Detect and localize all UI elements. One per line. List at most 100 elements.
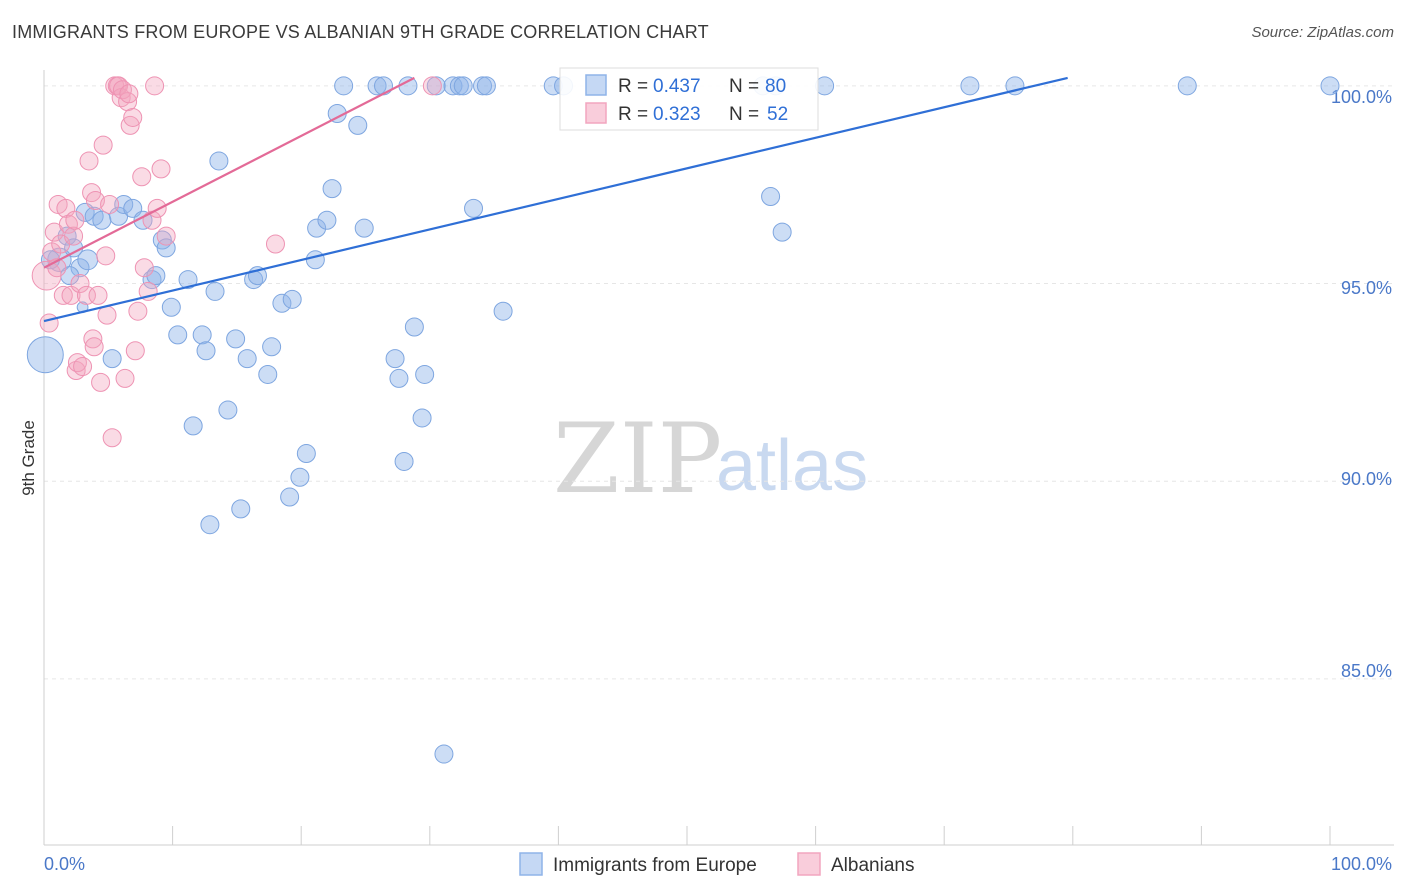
- x-ticks: [43, 826, 1331, 845]
- europe-point-9: [102, 349, 122, 369]
- albanians-point-44: [151, 159, 171, 179]
- europe-point-52: [394, 451, 414, 471]
- legend-swatch-albanians: [585, 102, 607, 124]
- albanians-point-14: [73, 357, 93, 377]
- albanians-point-47: [422, 76, 442, 96]
- europe-point-0: [26, 336, 64, 374]
- europe-point-38: [290, 467, 310, 487]
- europe-point-29: [231, 499, 251, 519]
- albanians-point-23: [96, 246, 116, 266]
- europe-point-23: [196, 341, 216, 361]
- albanians-point-38: [132, 167, 152, 187]
- legend-n-label-albanians: N =: [729, 104, 759, 125]
- albanians-point-18: [83, 329, 103, 349]
- albanians-point-35: [123, 107, 143, 127]
- legend-r-label-albanians: R =: [618, 104, 648, 125]
- europe-point-62: [464, 198, 484, 218]
- y-tick-label-95: 95.0%: [1341, 278, 1392, 298]
- europe-point-49: [374, 76, 394, 96]
- europe-point-54: [404, 317, 424, 337]
- bottom-legend-label-europe: Immigrants from Europe: [553, 855, 757, 876]
- europe-point-25: [205, 281, 225, 301]
- europe-point-42: [317, 210, 337, 230]
- europe-point-75: [1177, 76, 1197, 96]
- albanians-point-42: [145, 76, 165, 96]
- y-tick-label-90: 90.0%: [1341, 469, 1392, 489]
- albanians-point-21: [91, 372, 111, 392]
- albanians-trend-line: [43, 76, 415, 269]
- albanians-point-13: [70, 274, 90, 294]
- albanians-point-51: [119, 84, 139, 104]
- europe-point-40: [305, 250, 325, 270]
- watermark-zip: ZIP: [553, 403, 722, 515]
- albanians-point-43: [147, 198, 167, 218]
- europe-point-58: [434, 744, 454, 764]
- europe-point-59: [443, 76, 463, 96]
- europe-point-8: [92, 210, 112, 230]
- europe-point-71: [772, 222, 792, 242]
- europe-point-33: [258, 364, 278, 384]
- albanians-point-26: [102, 428, 122, 448]
- legend-n-label-europe: N =: [729, 76, 759, 97]
- albanians-point-37: [128, 301, 148, 321]
- europe-point-41: [307, 218, 327, 238]
- series-albanians-points: [31, 76, 442, 448]
- albanians-point-1: [39, 313, 59, 333]
- europe-point-65: [493, 301, 513, 321]
- x-tick-label-min: 0.0%: [44, 854, 85, 874]
- chart-title: IMMIGRANTS FROM EUROPE VS ALBANIAN 9TH G…: [12, 22, 709, 42]
- y-tick-label-85: 85.0%: [1341, 661, 1392, 681]
- europe-trend-line: [43, 76, 1068, 323]
- europe-point-64: [476, 76, 496, 96]
- bottom-legend-swatch-europe: [519, 852, 543, 876]
- stats-legend: R = 0.437 N = 80 R = 0.323 N = 52: [559, 67, 819, 131]
- europe-point-43: [322, 179, 342, 199]
- albanians-point-24: [97, 305, 117, 325]
- albanians-point-16: [79, 151, 99, 171]
- europe-point-73: [960, 76, 980, 96]
- legend-swatch-europe: [585, 74, 607, 96]
- europe-point-20: [178, 270, 198, 290]
- europe-point-26: [209, 151, 229, 171]
- europe-point-14: [142, 270, 162, 290]
- bottom-legend-swatch-albanians: [797, 852, 821, 876]
- x-tick-label-max: 100.0%: [1331, 854, 1392, 874]
- albanians-point-49: [65, 210, 85, 230]
- albanians-point-34: [120, 115, 140, 135]
- europe-point-53: [398, 76, 418, 96]
- legend-n-value-albanians: 52: [767, 104, 788, 125]
- europe-point-30: [237, 349, 257, 369]
- albanians-point-29: [109, 76, 129, 96]
- europe-point-55: [412, 408, 432, 428]
- legend-n-value-europe: 80: [765, 76, 786, 97]
- europe-point-22: [192, 325, 212, 345]
- europe-point-6: [77, 249, 99, 271]
- legend-r-label-europe: R =: [618, 76, 648, 97]
- albanians-point-32: [115, 368, 135, 388]
- europe-point-50: [385, 349, 405, 369]
- legend-r-value-europe: 0.437: [653, 76, 701, 97]
- europe-point-46: [348, 115, 368, 135]
- bottom-legend-label-albanians: Albanians: [831, 855, 914, 876]
- europe-point-48: [367, 76, 387, 96]
- legend-r-value-albanians: 0.323: [653, 104, 701, 125]
- europe-point-11: [114, 194, 134, 214]
- albanians-point-15: [76, 285, 96, 305]
- europe-point-37: [282, 289, 302, 309]
- albanians-point-46: [265, 234, 285, 254]
- albanians-point-20: [88, 285, 108, 305]
- europe-point-70: [761, 187, 781, 207]
- europe-point-47: [354, 218, 374, 238]
- trend-lines: [43, 76, 1068, 323]
- y-axis-label: 9th Grade: [19, 420, 38, 496]
- albanians-point-50: [84, 337, 104, 357]
- albanians-point-22: [93, 135, 113, 155]
- albanians-point-39: [134, 258, 154, 278]
- europe-point-27: [218, 400, 238, 420]
- europe-point-61: [453, 76, 473, 96]
- europe-point-45: [334, 76, 354, 96]
- albanians-point-12: [67, 353, 87, 373]
- europe-point-4: [70, 258, 90, 278]
- europe-point-21: [183, 416, 203, 436]
